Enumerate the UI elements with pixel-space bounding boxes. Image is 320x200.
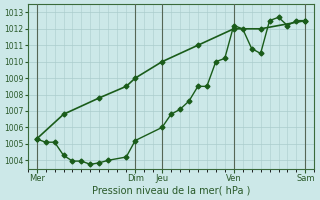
X-axis label: Pression niveau de la mer( hPa ): Pression niveau de la mer( hPa ) [92,186,250,196]
